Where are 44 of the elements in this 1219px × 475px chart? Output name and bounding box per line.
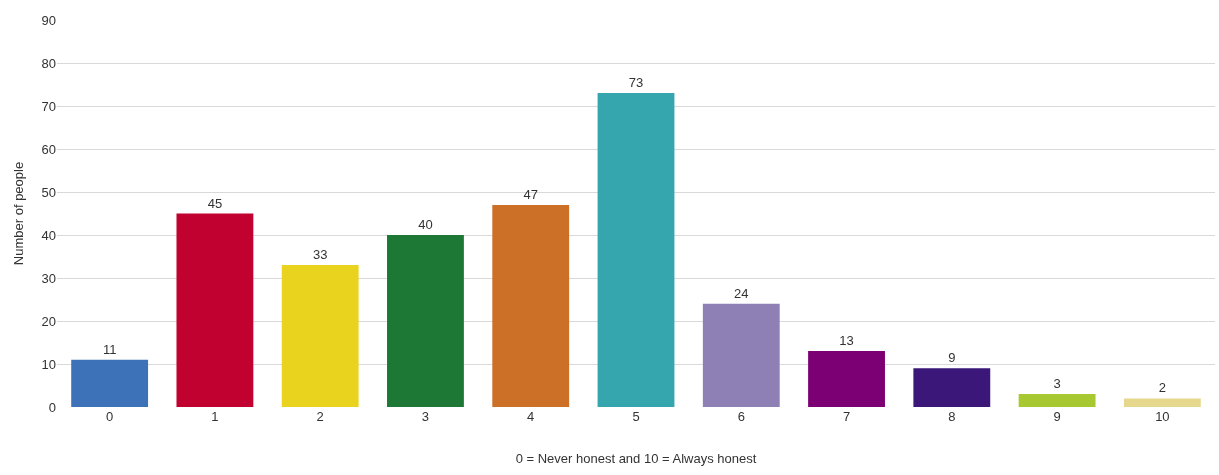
x-tick-label: 2 <box>316 409 324 424</box>
y-tick-label: 40 <box>41 227 56 243</box>
x-tick-label: 0 <box>106 409 114 424</box>
y-tick-label: 90 <box>41 12 56 28</box>
bar <box>1018 394 1096 407</box>
data-label: 40 <box>418 217 433 232</box>
data-label: 73 <box>628 75 644 91</box>
bar <box>492 204 570 407</box>
y-tick-label: 50 <box>41 184 56 200</box>
data-label: 33 <box>312 247 328 263</box>
y-tick-label: 60 <box>41 141 56 157</box>
bar <box>913 368 991 407</box>
x-tick-label: 7 <box>842 409 851 424</box>
bar <box>176 213 254 407</box>
x-tick-label: 6 <box>737 409 745 424</box>
y-tick-label: 80 <box>41 55 56 71</box>
x-tick-label: 4 <box>527 409 535 424</box>
x-tick-label: 3 <box>421 409 430 424</box>
data-label: 11 <box>102 341 117 357</box>
data-label: 9 <box>948 350 956 366</box>
data-label: 3 <box>1053 376 1061 392</box>
bar <box>281 265 359 407</box>
data-label: 13 <box>839 333 854 349</box>
y-tick-label: 70 <box>41 98 56 114</box>
x-tick-label: 5 <box>632 409 640 424</box>
x-tick-label: 9 <box>1053 409 1061 424</box>
bar <box>1123 398 1201 407</box>
bar <box>71 359 149 407</box>
data-label: 45 <box>207 195 223 211</box>
x-tick-label: 8 <box>948 409 956 424</box>
bar <box>808 351 885 407</box>
data-label: 24 <box>734 285 749 301</box>
data-label: 2 <box>1158 380 1166 396</box>
y-tick-label: 10 <box>41 356 56 372</box>
data-label: 47 <box>523 186 538 202</box>
x-tick-label: 1 <box>211 409 219 424</box>
y-tick-label: 30 <box>41 270 56 286</box>
y-tick-label: 20 <box>41 313 56 329</box>
bar <box>597 93 675 407</box>
x-axis-title: 0 = Never honest and 10 = Always honest <box>515 450 757 466</box>
bar <box>702 303 780 407</box>
bar <box>387 235 464 407</box>
x-tick-label: 10 <box>1155 409 1170 424</box>
y-axis-title: Number of people <box>11 161 27 266</box>
